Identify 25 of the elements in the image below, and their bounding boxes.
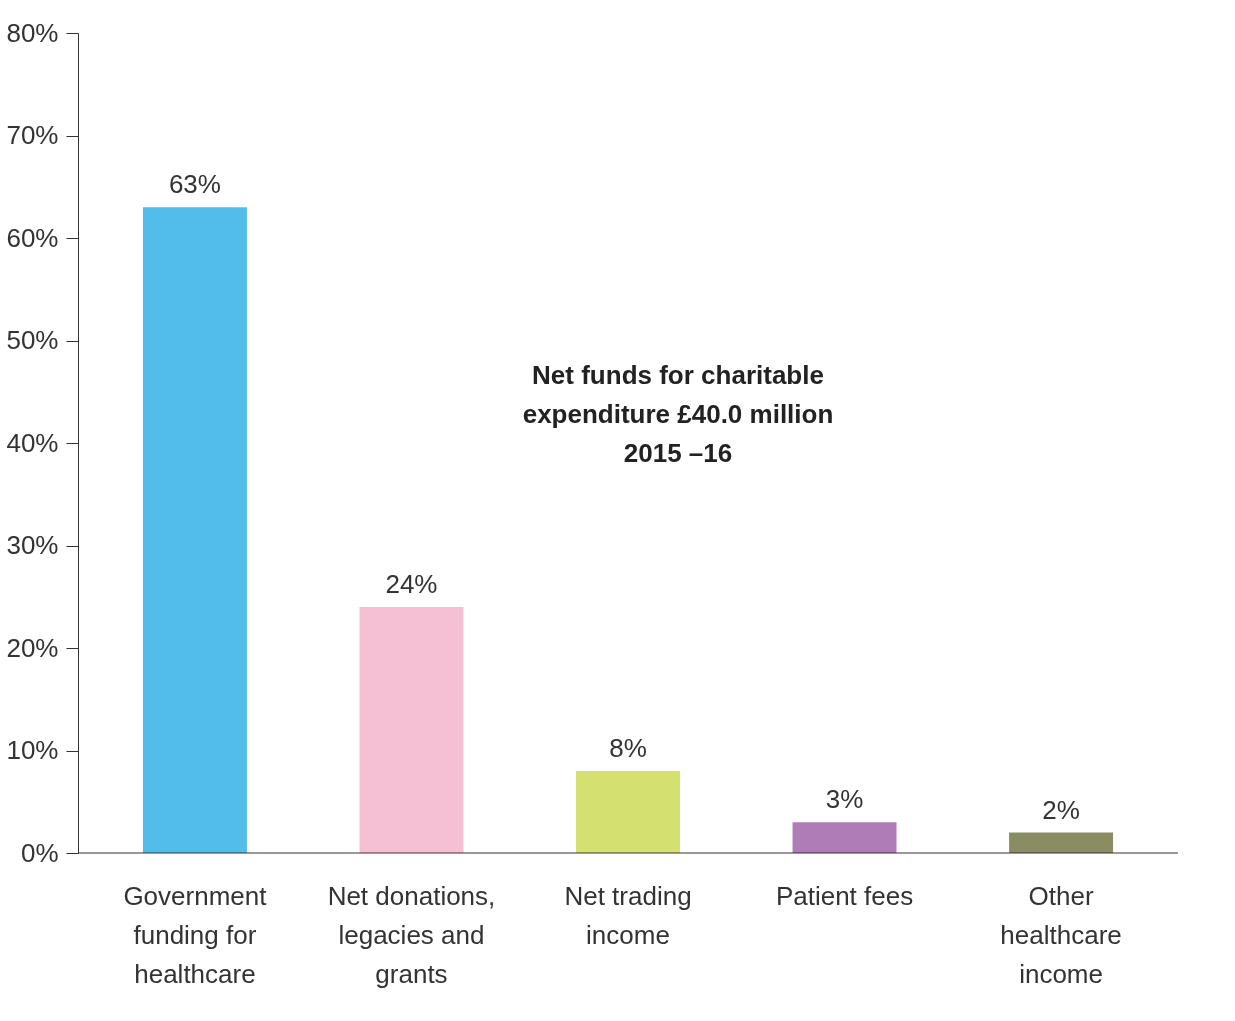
y-tick-label: 10% (6, 735, 59, 765)
y-tick-label: 80% (6, 17, 59, 48)
bar (1009, 832, 1114, 853)
y-tick-label: 30% (6, 530, 59, 560)
data-label: 2% (1042, 794, 1080, 825)
y-tick-label: 40% (6, 427, 59, 458)
x-tick-label: Patient fees (775, 880, 914, 911)
bar (576, 771, 680, 853)
bar (792, 822, 897, 853)
data-label: 8% (609, 733, 647, 763)
bar (142, 207, 247, 853)
bar (359, 607, 464, 853)
text: Net funds for charitable expenditure £40.0 million 2015 –16 (522, 360, 834, 468)
y-tick-label: 50% (6, 325, 59, 355)
y-tick-label: 20% (6, 632, 59, 663)
data-label: 3% (825, 784, 864, 815)
data-label: 63% (168, 169, 221, 200)
x-tick-label: Net donations, legacies and grants (327, 880, 496, 989)
y-tick-label: 60% (6, 222, 59, 253)
data-label: 24% (385, 569, 438, 599)
x-tick-label: Other healthcare income (1000, 880, 1122, 989)
x-tick-label: Net trading income (564, 880, 692, 950)
x-tick-label: Government funding for healthcare (123, 880, 268, 989)
y-tick-label: 0% (20, 837, 59, 868)
y-tick-label: 70% (6, 120, 59, 150)
